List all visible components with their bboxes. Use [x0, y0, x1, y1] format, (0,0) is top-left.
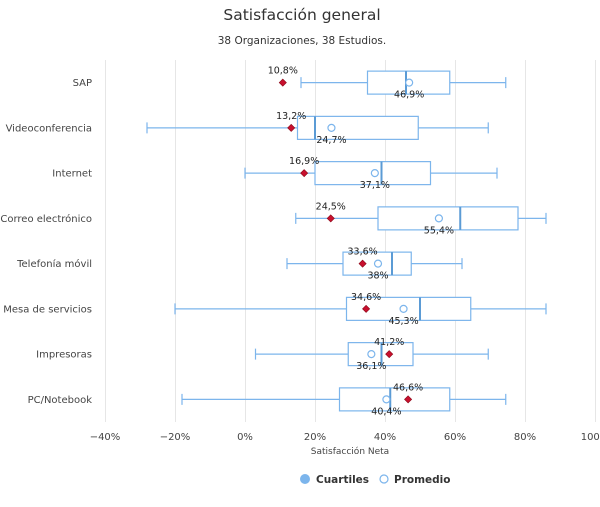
mean-data-label: 45,3% — [388, 316, 418, 327]
box-group: 37,1% 16,9% — [244, 156, 498, 191]
x-tick-label: −20% — [160, 432, 191, 443]
box-group: 46,9% 10,8% — [268, 66, 507, 101]
iqr-box — [296, 115, 419, 140]
x-axis-ticks: −40% −20% 0% 20% 40% 60% 80% 100% — [90, 432, 600, 443]
iqr-box — [338, 387, 451, 412]
organization-marker — [278, 78, 287, 87]
x-axis-title: Satisfacción Neta — [311, 446, 389, 457]
organization-data-label: 13,2% — [276, 111, 306, 122]
category-label: Impresoras — [36, 350, 92, 361]
mean-marker — [367, 350, 376, 359]
grid — [105, 60, 596, 422]
category-label: Videoconferencia — [6, 123, 92, 134]
mean-data-label: 36,1% — [356, 361, 386, 372]
legend-mean-symbol — [379, 474, 389, 484]
legend-item-quartiles[interactable]: Cuartiles — [300, 474, 369, 486]
organization-marker — [385, 350, 394, 359]
box-group: 36,1% 41,2% — [254, 337, 489, 372]
organization-marker — [358, 259, 367, 268]
x-tick-label: 0% — [237, 432, 253, 443]
organization-data-label: 16,9% — [289, 156, 319, 167]
organization-data-label: 41,2% — [374, 337, 404, 348]
mean-marker — [405, 78, 414, 87]
organization-data-label: 24,5% — [316, 201, 346, 212]
iqr-box — [345, 296, 472, 321]
box-group: 38% 33,6% — [286, 247, 463, 282]
category-label: Correo electrónico — [0, 213, 92, 225]
category-labels: SAP Videoconferencia Internet Correo electr… — [0, 78, 92, 406]
legend: Cuartiles Promedio — [300, 474, 450, 486]
mean-data-label: 24,7% — [316, 135, 346, 146]
mean-marker — [399, 304, 408, 313]
organization-data-label: 34,6% — [351, 292, 381, 303]
iqr-box — [377, 206, 519, 231]
x-tick-label: 40% — [374, 432, 396, 443]
category-label: SAP — [73, 78, 92, 89]
x-tick-label: 20% — [304, 432, 326, 443]
mean-marker — [327, 123, 336, 132]
chart-subtitle: 38 Organizaciones, 38 Estudios. — [218, 35, 386, 47]
x-tick-label: 60% — [444, 432, 466, 443]
legend-mean-label: Promedio — [394, 474, 450, 486]
mean-data-label: 46,9% — [394, 90, 424, 101]
organization-data-label: 33,6% — [348, 247, 378, 258]
mean-marker — [382, 395, 391, 404]
mean-marker — [434, 214, 443, 223]
x-tick-label: −40% — [90, 432, 121, 443]
box-group: 24,7% 13,2% — [146, 111, 489, 146]
category-label: Internet — [52, 169, 92, 180]
legend-quartiles-symbol — [300, 474, 310, 484]
mean-data-label: 55,4% — [424, 225, 454, 236]
x-tick-label: 100% — [581, 432, 600, 443]
box-group: 45,3% 34,6% — [174, 292, 547, 327]
box-group: 55,4% 24,5% — [295, 201, 547, 236]
boxes: 46,9% 10,8% 24,7% 13,2% 37,1% 16,9% 55,4% 24,5%… — [146, 66, 547, 417]
mean-marker — [370, 169, 379, 178]
mean-data-label: 37,1% — [360, 180, 390, 191]
organization-marker — [300, 169, 309, 178]
organization-data-label: 46,6% — [393, 382, 423, 393]
category-label: Telefonía móvil — [16, 258, 92, 270]
mean-data-label: 38% — [367, 271, 388, 282]
category-label: Mesa de servicios — [3, 304, 92, 315]
organization-marker — [287, 123, 296, 132]
mean-data-label: 40,4% — [371, 406, 401, 417]
box-group: 40,4% 46,6% — [181, 382, 507, 417]
legend-quartiles-label: Cuartiles — [316, 474, 369, 486]
organization-marker — [362, 304, 371, 313]
organization-marker — [404, 395, 413, 404]
category-label: PC/Notebook — [28, 395, 93, 406]
chart-title: Satisfacción general — [223, 6, 380, 24]
organization-marker — [326, 214, 335, 223]
organization-data-label: 10,8% — [268, 66, 298, 77]
legend-item-mean[interactable]: Promedio — [379, 474, 450, 486]
x-tick-label: 80% — [514, 432, 536, 443]
mean-marker — [373, 259, 383, 268]
